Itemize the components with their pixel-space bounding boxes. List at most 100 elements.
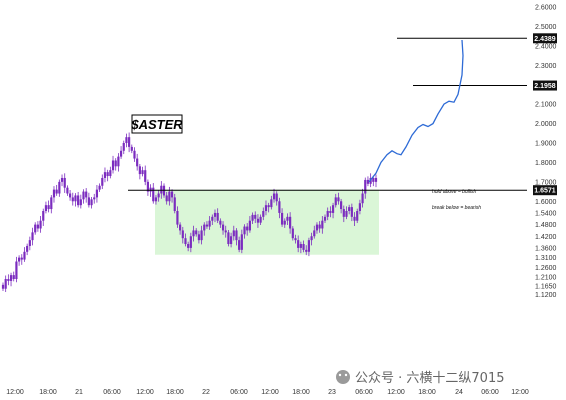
ticker-box <box>131 114 183 134</box>
candle-body <box>189 236 192 248</box>
y-tick-label: 1.7000 <box>535 179 557 186</box>
y-tick-label: 1.2600 <box>535 265 557 272</box>
candle-body <box>50 197 53 210</box>
x-tick-label: 18:00 <box>292 389 310 396</box>
candle-body <box>55 189 58 194</box>
watermark-text: 公众号 · 六横十二纵7015 <box>355 371 504 386</box>
candle-body <box>342 209 345 217</box>
y-tick-label: 2.5000 <box>535 24 557 31</box>
candle-body <box>267 205 270 208</box>
y-tick-label: 1.6000 <box>535 199 557 206</box>
candle-body <box>307 240 311 252</box>
candle-body <box>262 211 265 217</box>
x-tick-label: 12:00 <box>261 389 279 396</box>
candle-body <box>219 220 222 225</box>
candle-body <box>345 211 348 217</box>
candle-body <box>160 185 163 194</box>
candle-body <box>130 146 133 151</box>
y-tick-label: 2.6000 <box>535 5 557 12</box>
annotation-bearish: break below = bearish <box>432 205 481 211</box>
candle-body <box>165 195 168 202</box>
candles-layer <box>1 132 378 293</box>
candle-body <box>221 224 225 231</box>
candle-body <box>318 224 321 229</box>
candle-body <box>227 232 230 245</box>
x-tick-label: 12:00 <box>387 389 405 396</box>
x-tick-label: 06:00 <box>481 389 499 396</box>
x-tick-label: 18:00 <box>418 389 436 396</box>
price-badge <box>533 80 557 91</box>
y-tick-label: 1.5400 <box>535 210 557 217</box>
candle-body <box>44 205 48 211</box>
candle-body <box>173 197 176 211</box>
candle-body <box>144 170 147 182</box>
candle-body <box>111 160 115 171</box>
candle-body <box>63 177 66 188</box>
candle-body <box>205 224 209 227</box>
candle-body <box>321 220 324 229</box>
candle-body <box>364 179 367 194</box>
candle-body <box>278 201 281 213</box>
candle-body <box>9 275 13 281</box>
candle-body <box>192 230 195 237</box>
candle-body <box>58 181 61 194</box>
y-tick-label: 1.1200 <box>535 292 557 299</box>
candle-body <box>323 216 327 221</box>
candle-body <box>280 212 284 225</box>
x-tick-label: 18:00 <box>166 389 184 396</box>
y-tick-label: 1.4200 <box>535 234 557 241</box>
candle-body <box>203 224 206 231</box>
candle-body <box>208 220 211 227</box>
candle-body <box>101 177 104 186</box>
y-tick-label: 1.3600 <box>535 245 557 252</box>
candle-body <box>315 224 319 231</box>
candle-body <box>272 193 276 200</box>
candle-body <box>366 179 370 184</box>
candle-body <box>238 240 241 250</box>
candle-body <box>232 230 235 237</box>
candle-body <box>264 205 268 211</box>
consolidation-range-box <box>155 189 379 255</box>
candle-body <box>187 244 190 248</box>
candle-body <box>36 224 39 229</box>
candle-body <box>224 230 227 233</box>
candle-body <box>294 238 297 241</box>
y-tick-label: 2.4000 <box>535 43 557 50</box>
candle-body <box>122 143 125 151</box>
candle-body <box>200 230 203 241</box>
candle-body <box>93 197 96 200</box>
candle-body <box>128 137 131 147</box>
candle-body <box>251 214 254 221</box>
wechat-icon-eye-left <box>338 373 342 377</box>
candle-body <box>337 197 340 202</box>
candle-body <box>291 228 294 239</box>
candle-body <box>216 212 219 221</box>
y-tick-label: 2.3000 <box>535 63 557 70</box>
candle-body <box>256 218 260 223</box>
candle-body <box>141 170 144 175</box>
candle-body <box>152 187 155 202</box>
candle-body <box>350 207 353 217</box>
candle-body <box>213 212 217 217</box>
candle-body <box>243 226 246 235</box>
candle-body <box>179 224 182 231</box>
candle-body <box>82 191 85 200</box>
candle-body <box>275 193 278 202</box>
candle-body <box>229 236 233 245</box>
price-badge <box>533 33 557 44</box>
candle-body <box>4 279 7 289</box>
y-tick-label: 1.4800 <box>535 222 557 229</box>
candle-body <box>12 275 15 279</box>
candle-body <box>302 244 305 250</box>
candle-body <box>246 226 249 231</box>
candle-body <box>28 240 31 246</box>
candle-body <box>117 156 120 167</box>
candle-body <box>254 214 257 219</box>
candle-body <box>119 150 123 157</box>
candle-body <box>26 245 29 252</box>
x-tick-label: 18:00 <box>39 389 57 396</box>
candle-body <box>18 257 21 262</box>
candle-body <box>168 191 171 202</box>
price-axis: 2.60002.50002.40002.30002.20002.10002.00… <box>535 5 557 300</box>
